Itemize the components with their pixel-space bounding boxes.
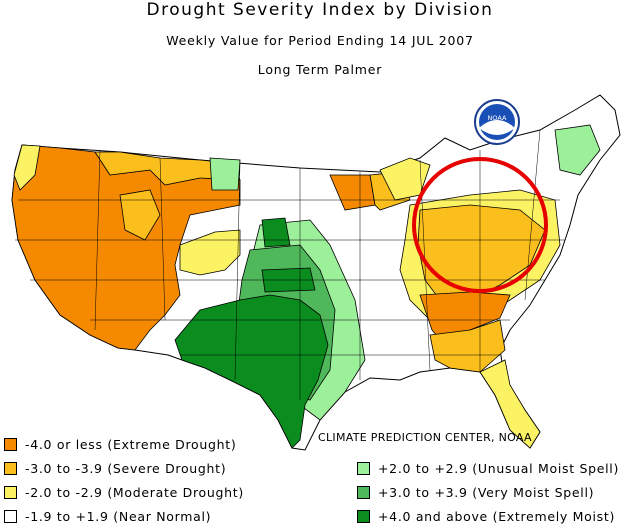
legend-swatch — [357, 509, 370, 523]
legend-swatch — [357, 461, 370, 475]
legend-label: -1.9 to +1.9 (Near Normal) — [25, 508, 212, 524]
legend-left-item-0: -4.0 or less (Extreme Drought) — [4, 436, 236, 452]
noaa-logo-text: NOAA — [488, 114, 507, 122]
region-severe-drought-idaho — [119, 189, 161, 241]
legend-label: -2.0 to -2.9 (Moderate Drought) — [25, 484, 244, 500]
noaa-logo: NOAA — [474, 99, 520, 145]
index-name: Long Term Palmer — [257, 62, 383, 77]
legend-swatch — [4, 509, 17, 523]
region-extremely-moist-kansas — [261, 217, 291, 248]
region-unusual-moist-montana — [209, 157, 241, 191]
map-credit: CLIMATE PREDICTION CENTER, NOAA — [318, 431, 532, 444]
region-severe-drought-ohio-valley — [417, 204, 546, 301]
legend-swatch — [4, 461, 17, 475]
region-moderate-drought-florida — [479, 359, 541, 449]
legend-swatch — [4, 437, 17, 451]
region-severe-drought-west — [94, 151, 241, 186]
highlight-circle — [412, 157, 548, 293]
division-boundaries — [15, 129, 565, 400]
region-moderate-drought-pacific — [13, 144, 41, 191]
region-severe-drought-southeast — [429, 319, 506, 373]
legend-right-item-2: +4.0 and above (Extremely Moist) — [357, 508, 615, 524]
drought-map: NOAA — [11, 94, 621, 451]
region-moderate-drought-west — [179, 229, 241, 276]
legend-left-item-3: -1.9 to +1.9 (Near Normal) — [4, 508, 211, 524]
legend-label: -3.0 to -3.9 (Severe Drought) — [25, 460, 227, 476]
legend-right-item-0: +2.0 to +2.9 (Unusual Moist Spell) — [357, 460, 619, 476]
region-unusual-moist-northeast — [554, 124, 601, 176]
legend-label: +3.0 to +3.9 (Very Moist Spell) — [378, 484, 595, 500]
legend-label: +2.0 to +2.9 (Unusual Moist Spell) — [378, 460, 620, 476]
legend-left-item-2: -2.0 to -2.9 (Moderate Drought) — [4, 484, 244, 500]
legend-left-item-1: -3.0 to -3.9 (Severe Drought) — [4, 460, 226, 476]
region-moderate-drought-great-lakes — [379, 157, 431, 201]
map-title: Drought Severity Index by Division — [146, 0, 494, 20]
legend-swatch — [4, 485, 17, 499]
legend-label: -4.0 or less (Extreme Drought) — [25, 436, 237, 452]
legend-right-item-1: +3.0 to +3.9 (Very Moist Spell) — [357, 484, 594, 500]
region-extremely-moist-texas — [174, 294, 329, 449]
map-subtitle: Weekly Value for Period Ending 14 JUL 20… — [166, 33, 474, 48]
legend-label: +4.0 and above (Extremely Moist) — [378, 508, 616, 524]
legend-swatch — [357, 485, 370, 499]
